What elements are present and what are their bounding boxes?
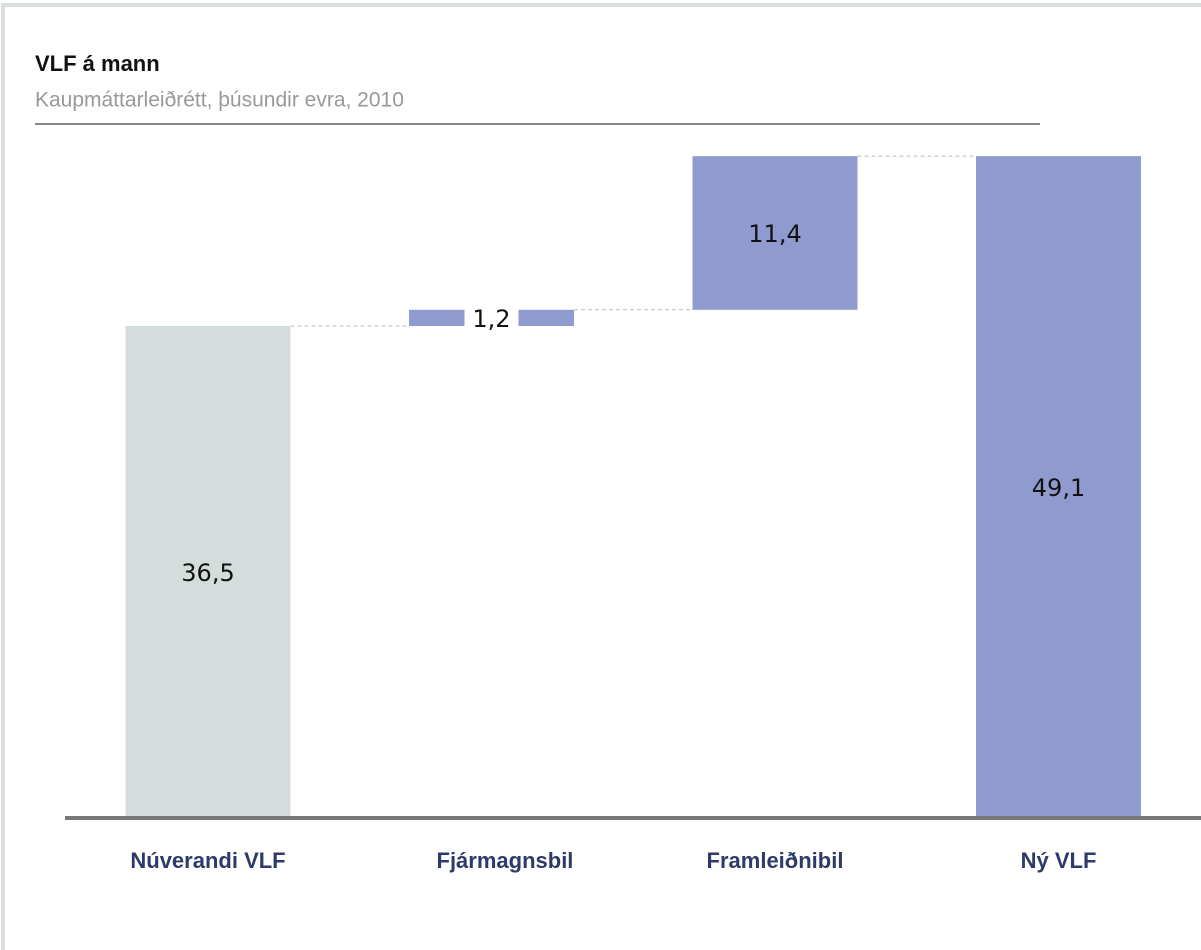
bar xyxy=(125,325,291,818)
x-tick-label: Núverandi VLF xyxy=(130,848,286,873)
x-tick-label: Fjármagnsbil xyxy=(436,848,574,873)
value-label: 1,2 xyxy=(472,305,510,333)
x-tick-label: Framleiðnibil xyxy=(706,848,844,873)
x-tick-label: Ný VLF xyxy=(1020,848,1097,873)
value-label: 36,5 xyxy=(181,559,234,587)
chart-subtitle: Kaupmáttarleiðrétt, þúsundir evra, 2010 xyxy=(35,89,404,112)
bar xyxy=(692,156,858,310)
frame-border xyxy=(1,3,1201,950)
value-label: 11,4 xyxy=(748,220,801,248)
value-label: 49,1 xyxy=(1032,474,1085,502)
chart-title: VLF á mann xyxy=(35,51,160,76)
bar xyxy=(976,156,1141,818)
label-backdrop xyxy=(464,303,519,332)
